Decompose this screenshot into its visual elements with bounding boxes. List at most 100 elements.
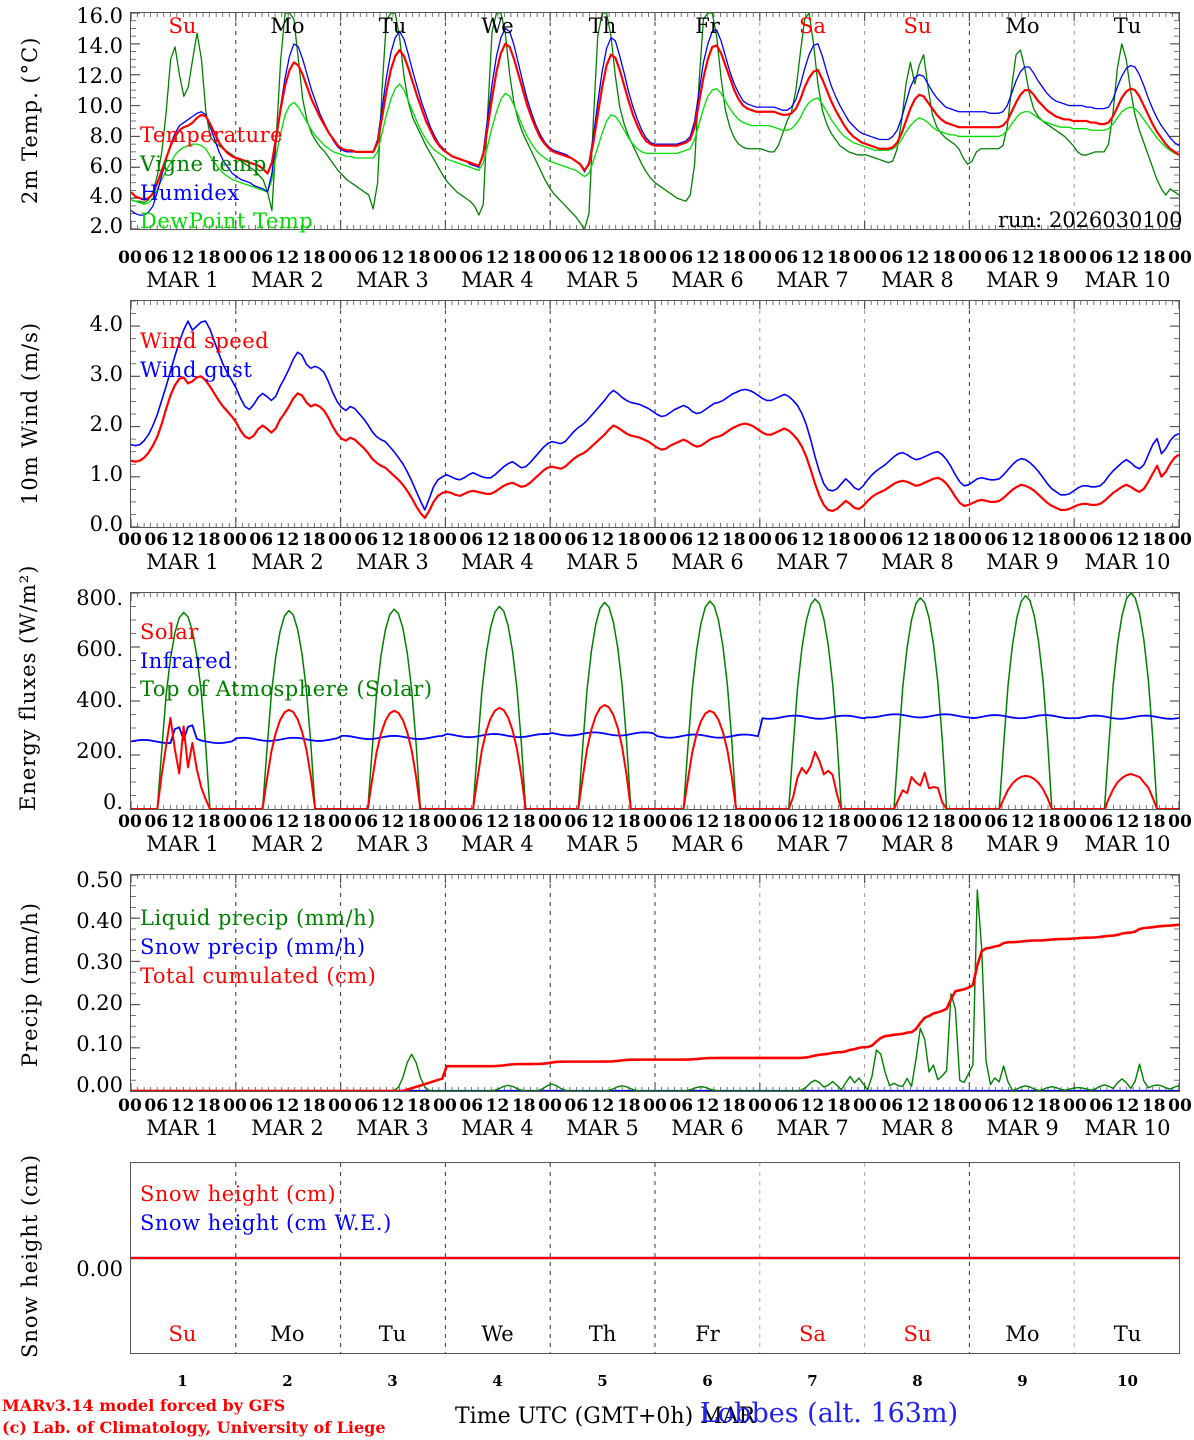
hour-tick-label: 12 <box>275 812 300 832</box>
hour-tick-label: 00 <box>853 1096 877 1116</box>
date-label: MAR 10 <box>1084 832 1171 856</box>
model-run-label: run: 2026030100 <box>998 208 1183 232</box>
date-label: MAR 6 <box>671 550 744 574</box>
date-label: MAR 10 <box>1084 1116 1171 1140</box>
date-label: MAR 8 <box>881 832 954 856</box>
hour-tick-label: 18 <box>196 812 221 832</box>
date-label: MAR 3 <box>356 550 429 574</box>
hour-tick-label: 06 <box>459 530 484 550</box>
hour-tick-label: 12 <box>590 530 615 550</box>
hour-tick-label: 18 <box>1036 530 1061 550</box>
day-of-week-label: Fr <box>695 1322 720 1346</box>
hour-tick-label: 00 <box>643 812 667 832</box>
hour-tick-label: 00 <box>643 248 667 268</box>
hour-tick-label: 00 <box>748 248 772 268</box>
day-of-week-label: We <box>481 14 514 38</box>
day-of-week-label: Mo <box>270 1322 305 1346</box>
date-label: MAR 8 <box>881 1116 954 1140</box>
day-of-week-label: Mo <box>270 14 305 38</box>
date-label: MAR 7 <box>776 1116 849 1140</box>
hour-tick-label: 06 <box>984 248 1009 268</box>
hour-tick-label: 00 <box>1168 530 1192 550</box>
day-number-label: 4 <box>492 1372 503 1390</box>
hour-tick-label: 12 <box>485 812 510 832</box>
hour-tick-label: 00 <box>853 812 877 832</box>
hour-tick-label: 00 <box>853 248 877 268</box>
hour-tick-label: 06 <box>879 248 904 268</box>
hour-tick-label: 06 <box>459 1096 484 1116</box>
date-label: MAR 5 <box>566 268 639 292</box>
date-label: MAR 3 <box>356 832 429 856</box>
hour-tick-label: 18 <box>406 1096 431 1116</box>
hour-tick-label: 18 <box>196 1096 221 1116</box>
hour-tick-label: 00 <box>118 248 142 268</box>
hour-tick-label: 00 <box>433 1096 457 1116</box>
day-of-week-label: Sa <box>799 14 826 38</box>
hour-tick-label: 00 <box>433 812 457 832</box>
day-of-week-label: Tu <box>378 14 407 38</box>
day-of-week-label: Su <box>903 1322 932 1346</box>
date-label: MAR 1 <box>146 1116 219 1140</box>
hour-tick-label: 12 <box>1010 248 1035 268</box>
hour-tick-label: 12 <box>800 248 825 268</box>
hour-tick-label: 06 <box>249 248 274 268</box>
day-number-label: 1 <box>177 1372 188 1390</box>
day-number-label: 9 <box>1017 1372 1028 1390</box>
date-label: MAR 10 <box>1084 268 1171 292</box>
hour-tick-label: 18 <box>826 812 851 832</box>
hour-tick-label: 18 <box>511 530 536 550</box>
day-of-week-label: Sa <box>799 1322 826 1346</box>
hour-tick-label: 06 <box>354 1096 379 1116</box>
hour-tick-label: 06 <box>774 248 799 268</box>
hour-tick-label: 12 <box>590 248 615 268</box>
hour-tick-label: 12 <box>485 1096 510 1116</box>
day-of-week-label: Tu <box>1113 14 1142 38</box>
hour-tick-label: 06 <box>459 812 484 832</box>
hour-tick-label: 18 <box>1141 1096 1166 1116</box>
hour-tick-label: 12 <box>275 248 300 268</box>
hour-tick-label: 00 <box>538 248 562 268</box>
hour-tick-label: 00 <box>1168 812 1192 832</box>
date-label: MAR 9 <box>986 268 1059 292</box>
hour-tick-label: 12 <box>905 1096 930 1116</box>
hour-tick-label: 12 <box>800 812 825 832</box>
hour-axis-1: 00 06 12 18 00 06 12 18 00 06 12 18 00 06 12 18 00 06 12 18… <box>0 248 1194 270</box>
footer-model-credit-line2: (c) Lab. of Climatology, University of L… <box>2 1418 386 1437</box>
hour-tick-label: 18 <box>511 812 536 832</box>
hour-tick-label: 00 <box>538 812 562 832</box>
energy-plot <box>130 592 1180 810</box>
hour-tick-label: 12 <box>1010 1096 1035 1116</box>
day-of-week-label: Su <box>903 14 932 38</box>
hour-tick-label: 06 <box>564 812 589 832</box>
date-label: MAR 9 <box>986 1116 1059 1140</box>
hour-tick-label: 06 <box>1089 530 1114 550</box>
hour-tick-label: 18 <box>931 1096 956 1116</box>
day-number-label: 5 <box>597 1372 608 1390</box>
date-label: MAR 6 <box>671 1116 744 1140</box>
date-label: MAR 7 <box>776 832 849 856</box>
hour-tick-label: 18 <box>301 248 326 268</box>
hour-tick-label: 00 <box>328 1096 352 1116</box>
hour-axis-2: 00 06 12 18 00 06 12 18 00 06 12 18 00 06 12 18 00 06 12 18… <box>0 530 1194 552</box>
hour-tick-label: 18 <box>1036 1096 1061 1116</box>
hour-tick-label: 06 <box>144 812 169 832</box>
hour-tick-label: 06 <box>564 248 589 268</box>
hour-tick-label: 06 <box>354 530 379 550</box>
temperature-panel: 2m Temp. (°C) 16.0 14.0 12.0 10.0 8.0 6.… <box>18 4 1183 238</box>
hour-tick-label: 12 <box>380 248 405 268</box>
day-number-label: 3 <box>387 1372 398 1390</box>
hour-tick-label: 12 <box>905 812 930 832</box>
hour-tick-label: 18 <box>616 530 641 550</box>
date-label: MAR 3 <box>356 268 429 292</box>
hour-tick-label: 06 <box>669 812 694 832</box>
hour-tick-label: 12 <box>170 248 195 268</box>
date-label: MAR 8 <box>881 268 954 292</box>
hour-tick-label: 12 <box>275 1096 300 1116</box>
hour-tick-label: 00 <box>748 1096 772 1116</box>
date-label: MAR 4 <box>461 268 534 292</box>
hour-tick-label: 00 <box>748 530 772 550</box>
hour-tick-label: 00 <box>1168 1096 1192 1116</box>
date-label: MAR 5 <box>566 832 639 856</box>
date-label: MAR 7 <box>776 268 849 292</box>
hour-axis-3: 00 06 12 18 00 06 12 18 00 06 12 18 00 06 12 18 00 06 12 18… <box>0 812 1194 834</box>
